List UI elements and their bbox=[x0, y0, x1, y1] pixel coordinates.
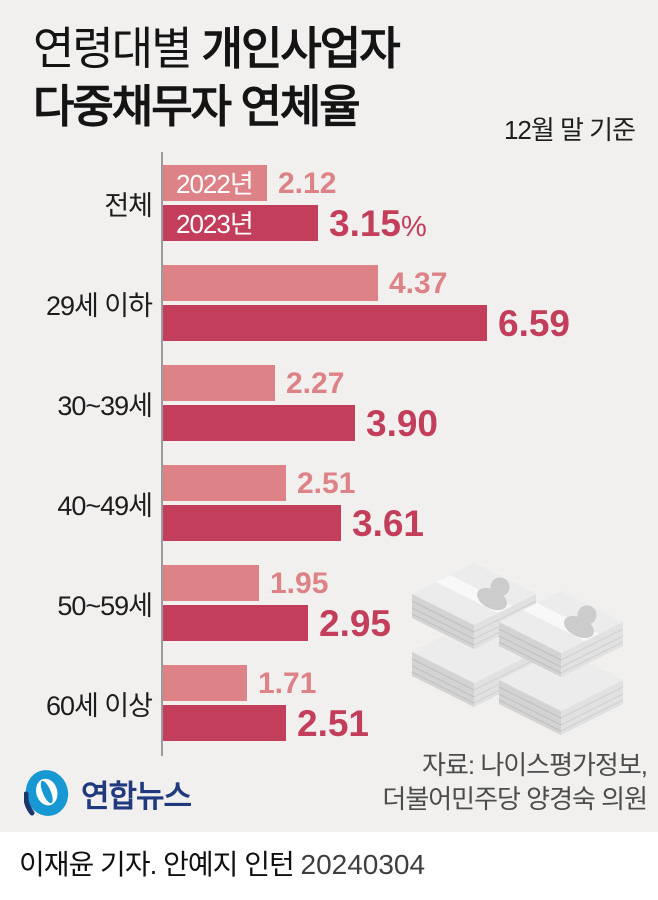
value-label: 1.71 bbox=[258, 667, 317, 700]
yonhap-logo-icon bbox=[24, 770, 69, 816]
category-label: 30~39세 bbox=[57, 390, 153, 421]
page-title: 연령대별 개인사업자 다중채무자 연체율 bbox=[33, 20, 401, 136]
credit-line: 이재윤 기자. 안예지 인턴 20240304 bbox=[19, 843, 425, 883]
bar-year2023 bbox=[163, 505, 341, 541]
bar-year2023 bbox=[163, 405, 355, 441]
title-line2: 다중채무자 연체율 bbox=[33, 81, 361, 132]
chart-group: 40~49세 2.51 3.61 bbox=[0, 465, 658, 544]
value-label: 3.90 bbox=[366, 403, 439, 444]
credit-date: 20240304 bbox=[300, 849, 426, 880]
percent-symbol: % bbox=[401, 211, 427, 243]
value-label: 2.51 bbox=[297, 467, 356, 500]
bar-year2022 bbox=[163, 665, 247, 701]
bar-year2022 bbox=[163, 465, 286, 501]
value-label: 4.37 bbox=[389, 267, 448, 300]
title-regular-part: 연령대별 bbox=[33, 23, 193, 74]
chart-group: 전체 2022년 2.12 2023년 3.15% bbox=[0, 165, 658, 244]
credit-byline: 이재윤 기자. 안예지 인턴 bbox=[19, 849, 295, 880]
axis-line bbox=[161, 152, 163, 756]
value-label: 6.59 bbox=[498, 303, 571, 344]
category-label: 50~59세 bbox=[57, 590, 153, 621]
series-year-label: 2022년 bbox=[176, 169, 254, 199]
chart-group: 29세 이하 4.37 6.59 bbox=[0, 265, 658, 344]
publisher-logo: 연합뉴스 bbox=[24, 768, 192, 818]
title-bold-part: 개인사업자 bbox=[201, 23, 401, 74]
source-line-2: 더불어민주당 양경숙 의원 bbox=[382, 784, 648, 814]
publisher-name: 연합뉴스 bbox=[81, 778, 192, 814]
bar-chart: 전체 2022년 2.12 2023년 3.15% 29세 이하 4.37 6.59 30~39… bbox=[0, 165, 658, 765]
source-note: 자료: 나이스평가정보, 더불어민주당 양경숙 의원 bbox=[382, 748, 648, 816]
bar-year2023 bbox=[163, 605, 308, 641]
value-label: 2.27 bbox=[286, 367, 345, 400]
bar-year2023 bbox=[163, 305, 487, 341]
category-label: 29세 이하 bbox=[45, 290, 153, 321]
bar-year2023 bbox=[163, 705, 286, 741]
source-line-1: 자료: 나이스평가정보, bbox=[422, 750, 648, 780]
category-label: 40~49세 bbox=[57, 490, 153, 521]
bar-year2022 bbox=[163, 265, 378, 301]
value-label: 3.61 bbox=[352, 503, 425, 544]
category-label: 60세 이상 bbox=[45, 690, 153, 721]
value-label: 3.15% bbox=[329, 203, 427, 244]
money-stacks-illustration bbox=[411, 563, 624, 735]
chart-group: 50~59세 1.95 2.95 bbox=[0, 565, 658, 644]
bar-year2022: 2022년 bbox=[163, 165, 267, 201]
category-label: 전체 bbox=[104, 190, 153, 221]
bar-year2022 bbox=[163, 365, 275, 401]
bar-year2023: 2023년 bbox=[163, 205, 318, 241]
value-label: 2.12 bbox=[278, 167, 337, 200]
bar-year2022 bbox=[163, 565, 259, 601]
value-label: 2.95 bbox=[319, 603, 392, 644]
series-year-label: 2023년 bbox=[176, 209, 254, 239]
date-note: 12월 말 기준 bbox=[503, 115, 636, 145]
value-label: 2.51 bbox=[297, 703, 370, 744]
chart-group: 60세 이상 1.71 2.51 bbox=[0, 665, 658, 744]
chart-group: 30~39세 2.27 3.90 bbox=[0, 365, 658, 444]
value-label: 1.95 bbox=[270, 567, 329, 600]
